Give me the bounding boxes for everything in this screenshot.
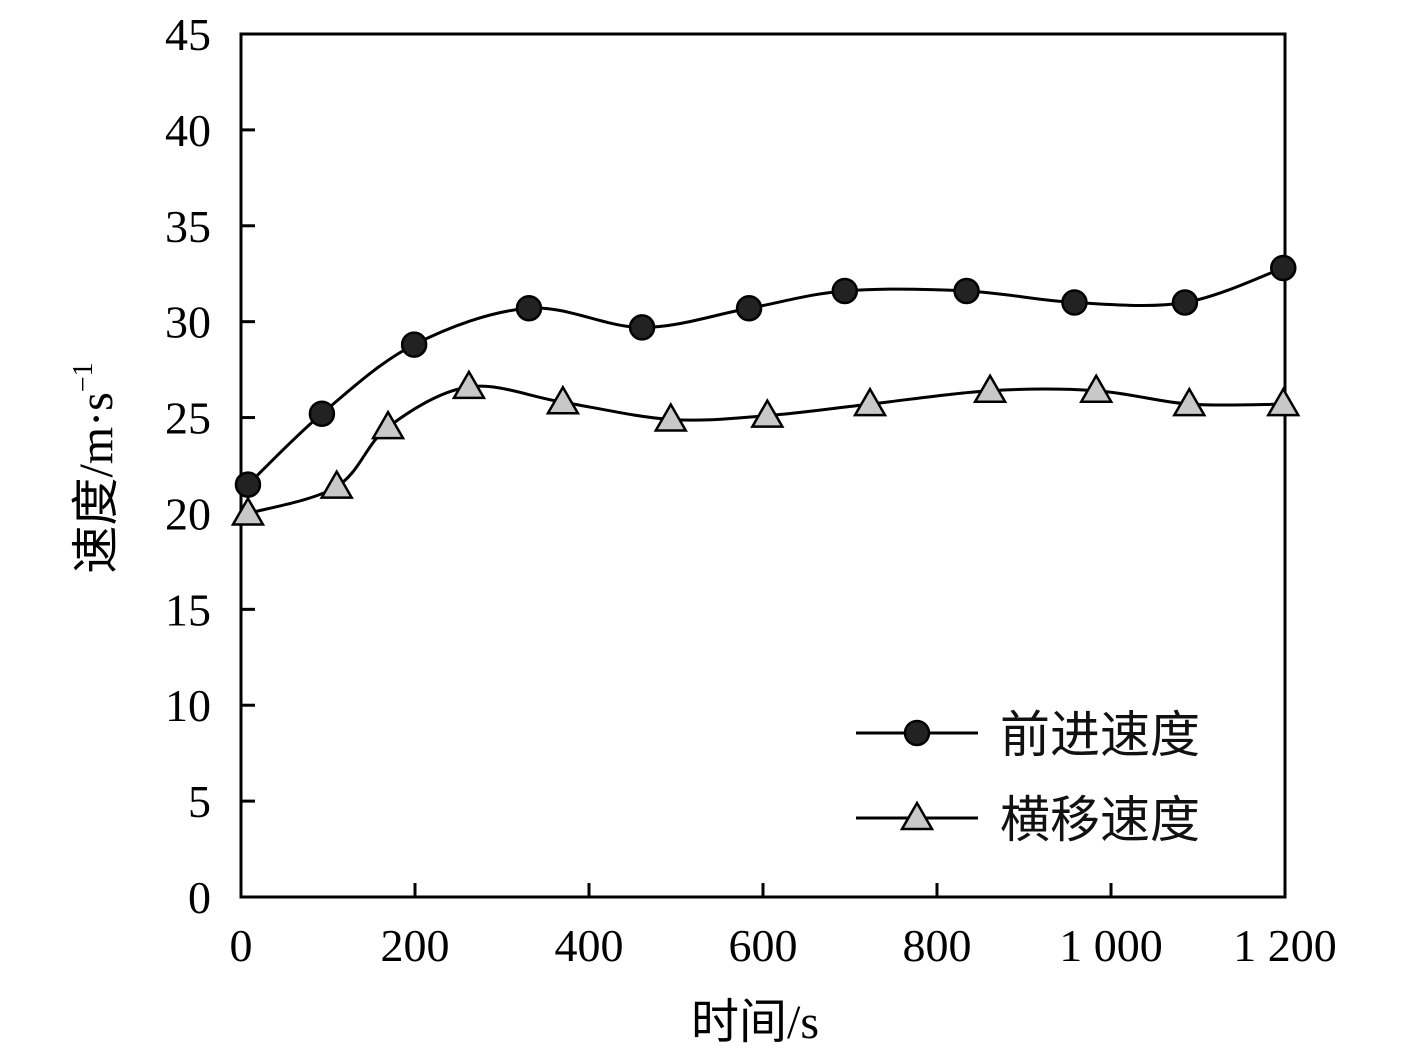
data-point	[234, 471, 262, 498]
x-tick-label: 200	[381, 920, 450, 971]
y-axis-title-exponent: −1	[68, 362, 99, 392]
series-layer	[230, 254, 1301, 526]
data-point	[953, 277, 980, 305]
x-tick-label: 400	[555, 920, 624, 971]
data-point	[972, 373, 1008, 403]
y-axis-title: 速度/m·s−1	[68, 362, 123, 573]
y-tick-label: 10	[165, 680, 211, 731]
plot-frame	[239, 32, 1287, 899]
data-point	[653, 401, 688, 432]
data-point	[370, 409, 406, 440]
data-point	[852, 386, 888, 417]
tick-labels: 0 5 10 15 20 25 30 35 40 45 0 200 400 600 800 1 000 1 20…	[165, 9, 1337, 971]
data-point	[735, 294, 763, 322]
y-tick-label: 25	[165, 393, 211, 444]
x-tick-label: 1 200	[1233, 920, 1337, 971]
y-tick-label: 0	[188, 872, 211, 923]
series-lateral-speed	[230, 369, 1301, 526]
legend-marker-forward	[903, 719, 931, 747]
series-line	[246, 266, 1284, 486]
data-point	[1079, 373, 1114, 403]
data-point	[1171, 289, 1199, 316]
data-point	[628, 314, 656, 341]
x-tick-label: 600	[729, 920, 798, 971]
data-point	[400, 331, 428, 358]
legend-label-lateral: 横移速度	[1000, 791, 1200, 849]
y-axis-title-main: 速度/m·s	[70, 392, 123, 573]
data-point	[1266, 386, 1301, 417]
data-point	[545, 384, 581, 415]
series-forward-speed	[234, 254, 1297, 498]
legend: 前进速度 横移速度	[856, 706, 1200, 849]
y-tick-label: 15	[165, 584, 211, 635]
axes	[239, 32, 1287, 899]
data-point	[1270, 254, 1297, 282]
y-tick-label: 40	[165, 105, 211, 156]
y-tick-label: 20	[165, 488, 211, 539]
data-point	[831, 277, 859, 305]
y-tick-label: 45	[165, 9, 211, 60]
x-tick-label: 800	[903, 920, 972, 971]
data-point	[515, 294, 543, 322]
y-tick-label: 35	[165, 201, 211, 252]
y-tick-label: 5	[188, 776, 211, 827]
x-tick-label: 0	[230, 920, 253, 971]
data-point	[308, 400, 336, 427]
data-point	[1172, 386, 1207, 417]
x-axis-title: 时间/s	[691, 996, 819, 1049]
data-point	[230, 495, 266, 526]
x-tick-label: 1 000	[1059, 920, 1163, 971]
data-point	[319, 469, 354, 499]
data-point	[451, 369, 487, 400]
legend-marker-lateral	[899, 800, 935, 831]
data-point	[1061, 289, 1088, 316]
data-point	[750, 398, 785, 428]
y-tick-label: 30	[165, 297, 211, 348]
legend-label-forward: 前进速度	[1000, 706, 1200, 764]
